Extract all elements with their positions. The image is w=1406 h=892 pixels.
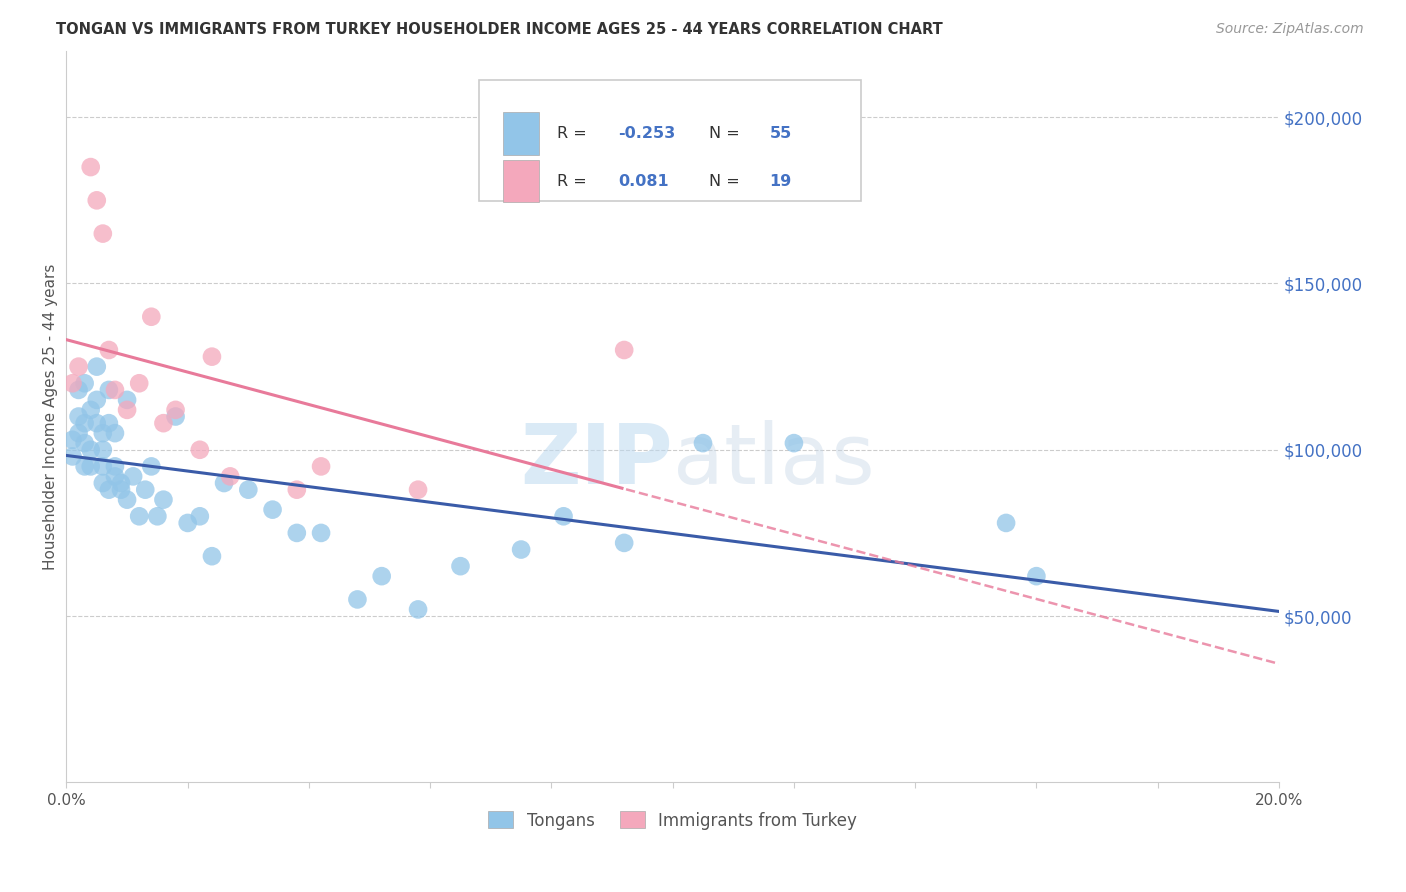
Text: TONGAN VS IMMIGRANTS FROM TURKEY HOUSEHOLDER INCOME AGES 25 - 44 YEARS CORRELATI: TONGAN VS IMMIGRANTS FROM TURKEY HOUSEHO… [56,22,943,37]
Point [450,559,472,574]
Point [104,469,127,483]
Point [62,433,84,447]
Text: N =: N = [709,126,745,141]
Point [86,194,108,208]
Point [80,459,103,474]
Point [80,402,103,417]
Point [219,469,242,483]
Point [165,409,187,424]
Point [201,549,224,564]
FancyBboxPatch shape [503,160,540,202]
Point [110,476,132,491]
Point [104,383,127,397]
Point [67,426,90,441]
Point [86,392,108,407]
Point [86,359,108,374]
Point [995,516,1018,530]
Point [613,536,636,550]
Point [553,509,575,524]
Point [188,442,211,457]
Point [91,459,114,474]
Point [97,383,120,397]
Point [73,436,96,450]
Text: 55: 55 [769,126,792,141]
Text: N =: N = [709,174,745,188]
Point [692,436,714,450]
Point [73,459,96,474]
Text: 19: 19 [769,174,792,188]
Point [67,383,90,397]
Point [406,602,429,616]
Point [104,459,127,474]
Point [91,227,114,241]
Point [188,509,211,524]
Point [783,436,806,450]
Point [80,160,103,174]
Point [91,426,114,441]
Point [67,359,90,374]
Point [97,483,120,497]
Point [165,402,187,417]
Point [152,492,174,507]
Point [176,516,198,530]
Point [613,343,636,357]
Point [346,592,368,607]
Point [212,476,235,491]
Point [73,416,96,430]
Point [141,459,163,474]
FancyBboxPatch shape [478,80,860,201]
Point [128,509,150,524]
Point [115,492,138,507]
Text: R =: R = [558,174,592,188]
Text: 0.081: 0.081 [619,174,669,188]
Text: Source: ZipAtlas.com: Source: ZipAtlas.com [1216,22,1364,37]
Point [122,469,145,483]
Point [97,343,120,357]
Point [91,442,114,457]
Point [67,409,90,424]
Point [238,483,260,497]
Point [309,459,332,474]
Point [201,350,224,364]
FancyBboxPatch shape [503,112,540,154]
Point [86,416,108,430]
Point [309,525,332,540]
Y-axis label: Householder Income Ages 25 - 44 years: Householder Income Ages 25 - 44 years [44,263,58,570]
Point [285,483,308,497]
Point [73,376,96,391]
Point [146,509,169,524]
Point [285,525,308,540]
Point [110,483,132,497]
Point [406,483,429,497]
Text: atlas: atlas [672,420,875,501]
Point [115,392,138,407]
Point [115,402,138,417]
Text: -0.253: -0.253 [619,126,675,141]
Point [62,376,84,391]
Point [104,426,127,441]
Point [1025,569,1047,583]
Text: R =: R = [558,126,592,141]
Point [134,483,156,497]
Point [80,442,103,457]
Point [141,310,163,324]
Point [370,569,392,583]
Point [262,502,284,516]
Text: ZIP: ZIP [520,420,672,501]
Point [62,450,84,464]
Legend: Tongans, Immigrants from Turkey: Tongans, Immigrants from Turkey [482,805,863,836]
Point [91,476,114,491]
Point [97,416,120,430]
Point [128,376,150,391]
Point [152,416,174,430]
Point [510,542,533,557]
